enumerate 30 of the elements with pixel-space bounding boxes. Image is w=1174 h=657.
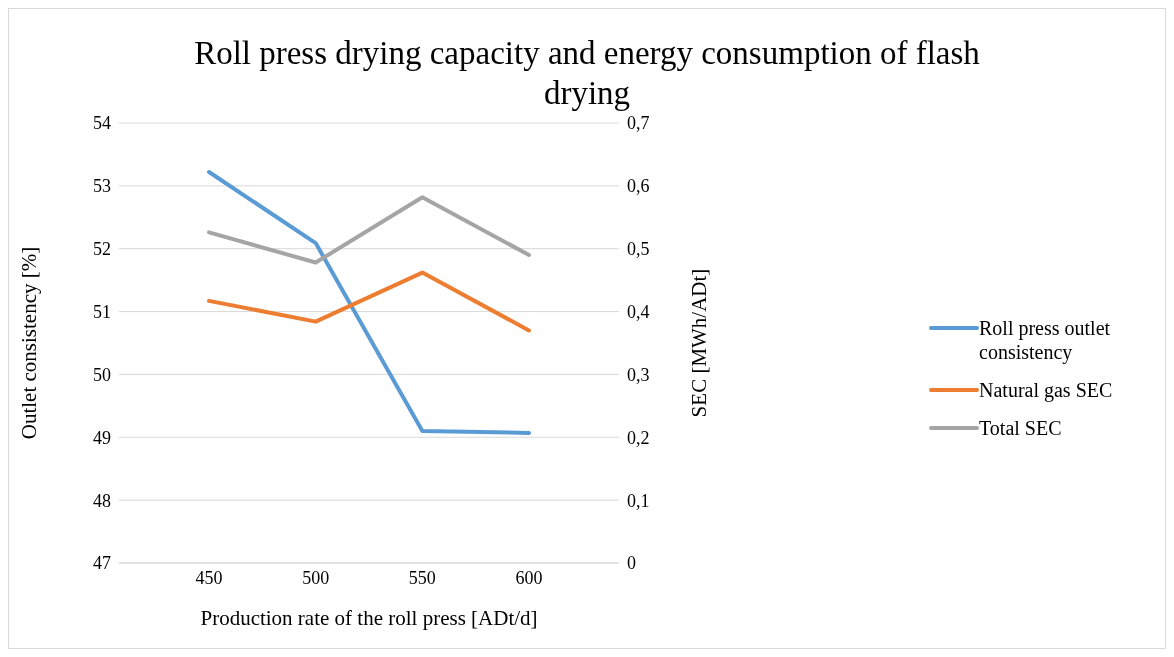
y-tick-label: 53 <box>93 176 111 197</box>
x-tick-label: 600 <box>515 567 543 588</box>
y2-tick-label: 0,3 <box>627 364 650 385</box>
y-axis-title: Outlet consistency [%] <box>17 246 42 440</box>
y2-tick-label: 0,7 <box>627 113 650 134</box>
y2-tick-label: 0,5 <box>627 239 650 260</box>
x-tick-label: 500 <box>302 567 330 588</box>
legend-label: Total SEC <box>979 416 1062 440</box>
y2-tick-label: 0,6 <box>627 176 650 197</box>
chart-title: Roll press drying capacity and energy consumption of flash drying <box>193 34 981 113</box>
y-tick-label: 54 <box>93 113 111 134</box>
line-series <box>207 270 531 333</box>
legend-label: Natural gas SEC <box>979 378 1113 402</box>
y-tick-label: 49 <box>93 427 111 448</box>
y2-axis-title: SEC [MWh/ADt] <box>687 268 712 418</box>
y-tick-label: 51 <box>93 301 111 322</box>
x-axis-title: Production rate of the roll press [ADt/d] <box>200 606 538 630</box>
y2-tick-label: 0,4 <box>627 301 650 322</box>
y2-tick-label: 0,1 <box>627 490 650 511</box>
y2-tick-label: 0 <box>627 553 636 574</box>
line-series <box>207 195 531 265</box>
y-tick-label: 52 <box>93 239 111 260</box>
legend-label: Roll press outlet consistency <box>979 316 1112 364</box>
x-tick-label: 450 <box>195 567 223 588</box>
line-series <box>207 170 531 435</box>
x-tick-label: 550 <box>408 567 436 588</box>
y2-tick-label: 0,2 <box>627 427 650 448</box>
y-tick-label: 50 <box>93 364 111 385</box>
y-tick-label: 47 <box>93 553 111 574</box>
y-tick-label: 48 <box>93 490 111 511</box>
